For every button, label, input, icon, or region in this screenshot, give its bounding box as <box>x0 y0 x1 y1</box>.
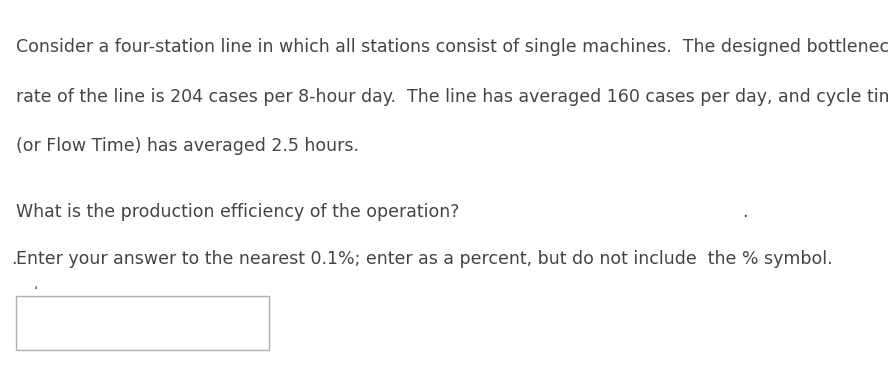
FancyBboxPatch shape <box>16 296 269 350</box>
Text: rate of the line is 204 cases per 8-hour day.  The line has averaged 160 cases p: rate of the line is 204 cases per 8-hour… <box>16 88 888 105</box>
Text: ‘: ‘ <box>34 285 38 298</box>
Text: What is the production efficiency of the operation?: What is the production efficiency of the… <box>16 203 459 220</box>
Text: Consider a four-station line in which all stations consist of single machines.  : Consider a four-station line in which al… <box>16 38 888 56</box>
Text: .: . <box>11 250 16 268</box>
Text: Enter your answer to the nearest 0.1%; enter as a percent, but do not include  t: Enter your answer to the nearest 0.1%; e… <box>16 250 833 268</box>
Text: (or Flow Time) has averaged 2.5 hours.: (or Flow Time) has averaged 2.5 hours. <box>16 137 359 155</box>
Text: .: . <box>742 203 748 220</box>
